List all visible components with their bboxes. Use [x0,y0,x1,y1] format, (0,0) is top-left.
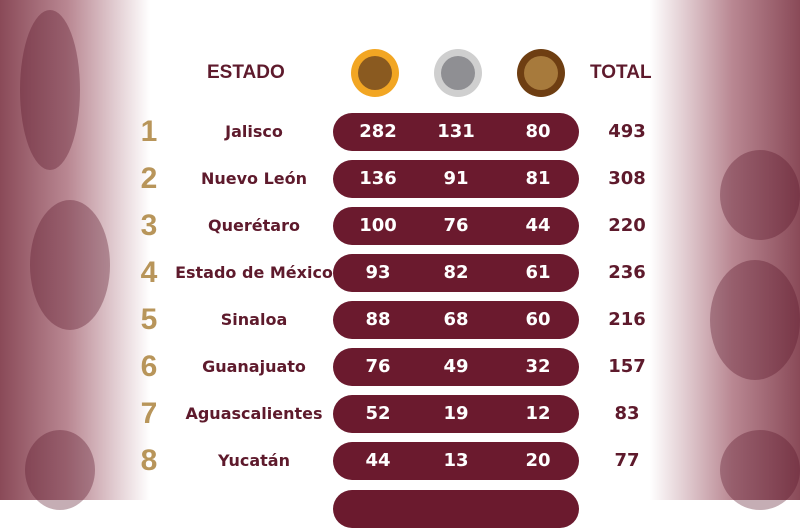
table-row: 2 Nuevo León 136 91 81 308 [0,160,800,198]
bronze-count: 81 [525,168,551,189]
gold-count: 100 [359,215,397,236]
rank-number: 2 [140,162,158,195]
table-row: 3 Querétaro 100 76 44 220 [0,207,800,245]
state-name: Jalisco [225,122,283,141]
rank-number: 1 [140,115,158,148]
medal-count-pill: 88 68 60 [333,301,579,339]
next-row-pill [333,490,579,528]
state-column-header: ESTADO [207,62,285,83]
total-count: 236 [608,262,646,283]
total-count: 220 [608,215,646,236]
athlete-photo-right [650,0,800,510]
total-column-header: TOTAL [590,62,652,83]
gold-count: 282 [359,121,397,142]
state-name: Querétaro [208,216,300,235]
rank-number: 4 [140,256,158,289]
total-count: 157 [608,356,646,377]
gold-count: 52 [365,403,391,424]
silver-medal-icon [434,49,482,97]
medal-count-pill: 44 13 20 [333,442,579,480]
table-row: 4 Estado de México 93 82 61 236 [0,254,800,292]
gold-count: 88 [365,309,391,330]
rank-number: 6 [140,350,158,383]
gold-count: 136 [359,168,397,189]
bronze-medal-icon [517,49,565,97]
table-row: 1 Jalisco 282 131 80 493 [0,113,800,151]
silver-count: 13 [443,450,469,471]
silver-count: 131 [437,121,475,142]
silver-count: 68 [443,309,469,330]
table-row: 6 Guanajuato 76 49 32 157 [0,348,800,386]
bronze-count: 32 [525,356,551,377]
total-count: 77 [614,450,640,471]
silver-count: 91 [443,168,469,189]
gold-count: 44 [365,450,391,471]
gold-count: 93 [365,262,391,283]
silver-count: 82 [443,262,469,283]
rank-number: 8 [140,444,158,477]
state-name: Aguascalientes [185,404,323,423]
table-row: 5 Sinaloa 88 68 60 216 [0,301,800,339]
state-name: Nuevo León [200,169,308,188]
total-count: 83 [614,403,640,424]
state-name: Sinaloa [220,310,288,329]
medal-count-pill: 93 82 61 [333,254,579,292]
rank-number: 7 [140,397,158,430]
state-name: Guanajuato [202,357,306,376]
gold-count: 76 [365,356,391,377]
total-count: 308 [608,168,646,189]
table-row: 8 Yucatán 44 13 20 77 [0,442,800,480]
rank-number: 3 [140,209,158,242]
total-count: 216 [608,309,646,330]
medal-count-pill: 76 49 32 [333,348,579,386]
table-row: 7 Aguascalientes 52 19 12 83 [0,395,800,433]
total-count: 493 [608,121,646,142]
bronze-count: 60 [525,309,551,330]
silver-count: 49 [443,356,469,377]
medal-count-pill: 52 19 12 [333,395,579,433]
bronze-count: 12 [525,403,551,424]
rank-number: 5 [140,303,158,336]
bronze-count: 20 [525,450,551,471]
athlete-photo-left [0,0,150,510]
gold-medal-icon [351,49,399,97]
medal-count-pill: 100 76 44 [333,207,579,245]
bronze-count: 80 [525,121,551,142]
medal-count-pill: 282 131 80 [333,113,579,151]
medal-count-pill: 136 91 81 [333,160,579,198]
bronze-count: 44 [525,215,551,236]
silver-count: 19 [443,403,469,424]
state-name: Estado de México [175,263,333,282]
bronze-count: 61 [525,262,551,283]
state-name: Yucatán [218,451,290,470]
silver-count: 76 [443,215,469,236]
